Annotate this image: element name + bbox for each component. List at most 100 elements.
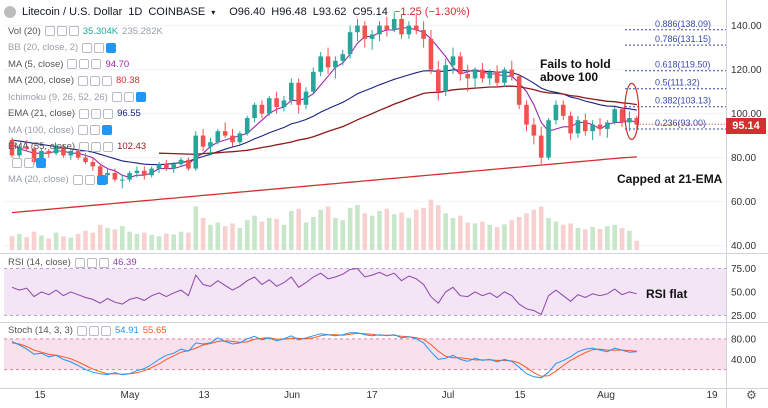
close-icon[interactable] <box>96 174 107 185</box>
volume-bar <box>127 231 132 250</box>
candle-body <box>97 166 103 176</box>
exchange-label: COINBASE <box>148 6 206 18</box>
settings-icon[interactable] <box>91 141 102 152</box>
settings-icon[interactable] <box>90 125 100 135</box>
visibility-icon[interactable] <box>76 325 87 336</box>
candle-body <box>311 71 316 92</box>
close-icon[interactable] <box>68 26 79 36</box>
settings-icon[interactable] <box>84 174 95 185</box>
change-value: −1.25 (−1.30%) <box>393 6 470 18</box>
close-icon[interactable] <box>135 92 146 102</box>
chevron-down-icon[interactable]: ▾ <box>211 7 216 17</box>
x-tick-label: 17 <box>366 390 378 401</box>
volume-bar <box>208 224 213 250</box>
volume-bar <box>516 217 522 250</box>
candle-body <box>134 170 140 173</box>
volume-bar <box>399 212 404 250</box>
close-icon[interactable] <box>102 125 112 135</box>
close-icon[interactable] <box>98 257 109 268</box>
candle-body <box>325 56 331 68</box>
visibility-icon[interactable] <box>82 42 93 53</box>
volume-bar <box>413 209 419 250</box>
close-icon[interactable] <box>36 158 46 168</box>
candle-body <box>142 170 147 176</box>
close-icon[interactable] <box>91 59 102 69</box>
indicator-legend-row[interactable]: EMA (21, close) 96.55 <box>8 107 141 121</box>
settings-icon[interactable] <box>91 108 102 119</box>
candle-body <box>237 133 243 143</box>
candle-body <box>384 25 390 30</box>
candle-body <box>465 74 470 79</box>
settings-icon[interactable] <box>79 59 90 69</box>
symbol-header[interactable]: Litecoin / U.S. Dollar 1D COINBASE ▾ O96… <box>4 3 470 21</box>
indicator-label: BB (20, close, 2) <box>8 42 79 53</box>
volume-bar <box>428 199 434 250</box>
candle-body <box>244 118 250 134</box>
visibility-icon[interactable] <box>67 59 78 69</box>
candle-body <box>494 71 500 83</box>
visibility-icon[interactable] <box>72 174 83 185</box>
highlight-ellipse <box>624 82 640 141</box>
settings-icon[interactable] <box>86 257 97 268</box>
volume-bar <box>597 228 603 250</box>
volume-bar <box>421 207 426 250</box>
visibility-icon[interactable] <box>74 257 85 268</box>
volume-bar <box>340 220 346 250</box>
visibility-icon[interactable] <box>12 158 22 168</box>
close-icon[interactable] <box>103 108 114 119</box>
indicator-legend-row[interactable]: MA (200, close) 80.38 <box>8 74 140 88</box>
candle-body <box>458 56 463 74</box>
visibility-icon[interactable] <box>78 75 88 86</box>
indicator-legend-row[interactable]: EMA (55, close) 102.43 <box>8 140 146 154</box>
candle-body <box>208 142 213 147</box>
settings-icon[interactable] <box>90 75 100 86</box>
indicator-legend-row[interactable]: Ichimoku (9, 26, 52, 26) <box>8 90 146 104</box>
series-line <box>11 69 637 166</box>
candle-body <box>164 164 169 169</box>
y-tick-label: 80.00 <box>731 153 756 164</box>
volume-bar <box>627 230 632 250</box>
y-tick-label: 140.00 <box>731 21 762 32</box>
litecoin-logo-icon <box>4 6 16 18</box>
annotation-rsi-flat: RSI flat <box>646 287 688 301</box>
close-icon[interactable] <box>106 42 117 53</box>
close-icon[interactable] <box>102 75 112 86</box>
indicator-legend-row[interactable] <box>8 156 46 170</box>
visibility-icon[interactable] <box>79 141 90 152</box>
candle-body <box>509 69 515 77</box>
indicator-value: 80.38 <box>116 75 140 86</box>
indicator-legend-row[interactable]: MA (5, close) 94.70 <box>8 57 129 71</box>
volume-bar <box>46 238 52 250</box>
settings-icon[interactable] <box>88 325 99 336</box>
settings-icon[interactable] <box>123 92 134 102</box>
volume-bar <box>325 206 331 250</box>
candle-body <box>289 82 294 101</box>
close-icon[interactable] <box>103 141 114 152</box>
settings-icon[interactable] <box>56 26 67 36</box>
visibility-icon[interactable] <box>111 92 122 102</box>
y-tick-label: 120.00 <box>731 65 762 76</box>
indicator-label: EMA (21, close) <box>8 108 76 119</box>
volume-bar <box>538 206 544 250</box>
visibility-icon[interactable] <box>44 26 55 36</box>
visibility-icon[interactable] <box>79 108 90 119</box>
candle-body <box>186 159 191 169</box>
volume-bar <box>142 232 147 250</box>
settings-icon[interactable] <box>94 42 105 53</box>
indicator-legend-row[interactable]: MA (20, close) <box>8 173 107 187</box>
settings-icon[interactable] <box>24 158 34 168</box>
candle-body <box>362 25 368 39</box>
candle-body <box>75 151 81 158</box>
gear-icon[interactable]: ⚙ <box>746 388 757 402</box>
close-icon[interactable] <box>100 325 111 336</box>
indicator-legend-row[interactable]: MA (100, close) <box>8 123 112 137</box>
indicator-legend-row[interactable]: BB (20, close, 2) <box>8 41 117 55</box>
volume-bar <box>164 233 169 250</box>
indicator-label: MA (20, close) <box>8 174 69 185</box>
visibility-icon[interactable] <box>78 125 88 135</box>
stoch-band <box>4 338 726 370</box>
indicator-legend-row[interactable]: Vol (20) 35.304K 235.282K <box>8 24 163 38</box>
candle-body <box>619 109 625 123</box>
volume-bar <box>524 213 529 250</box>
